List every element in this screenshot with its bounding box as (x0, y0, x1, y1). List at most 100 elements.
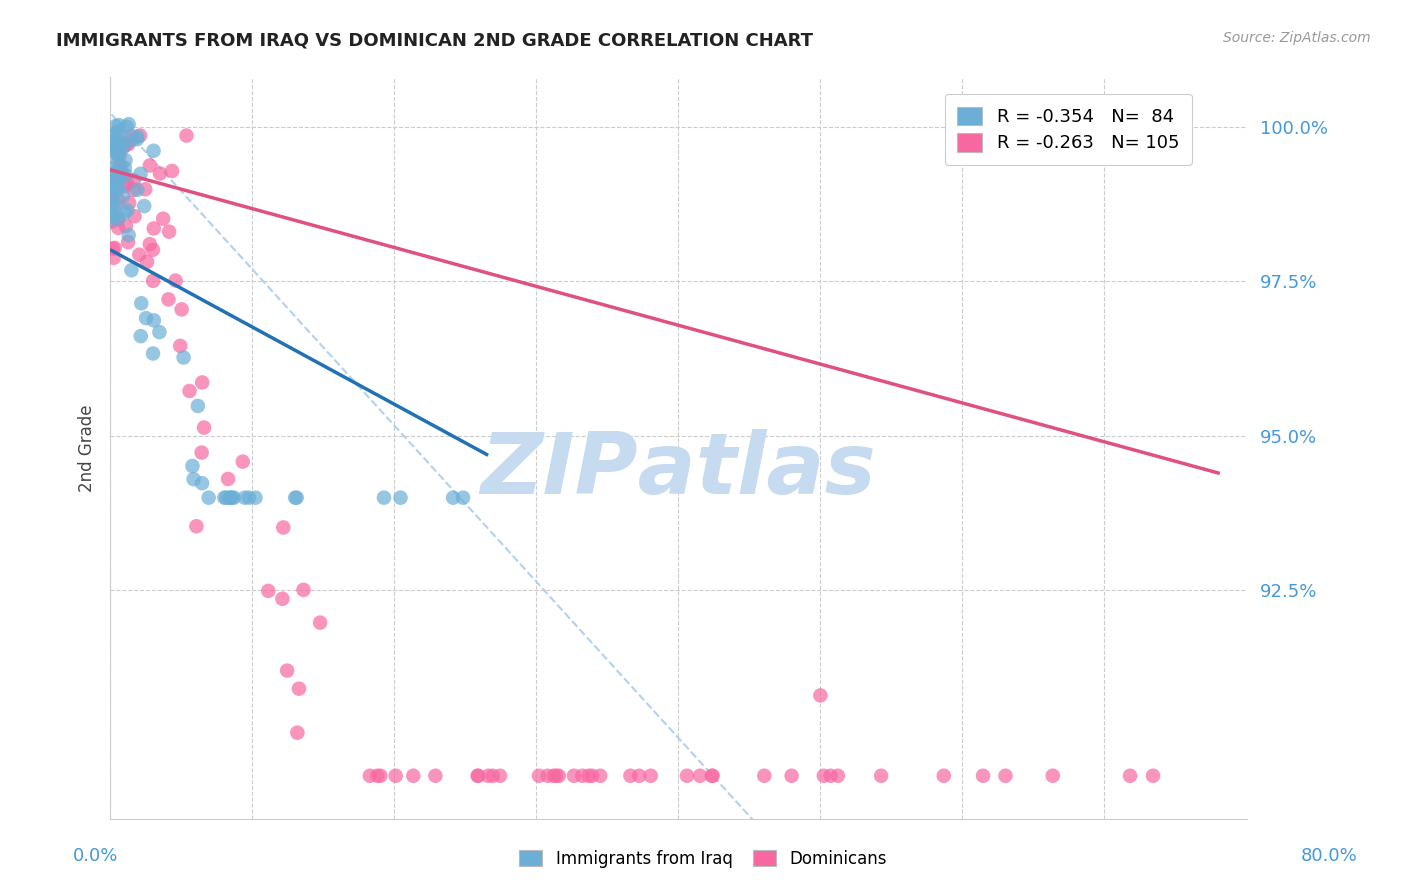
Point (134, 182, 156, 196)
Point (477, 769, 499, 783)
Point (366, 769, 388, 783)
Point (105, 147, 128, 161)
Point (107, 212, 129, 227)
Point (160, 164, 183, 178)
Point (389, 491, 412, 505)
Point (101, 196, 124, 211)
Point (165, 274, 187, 288)
Point (994, 769, 1017, 783)
Point (191, 476, 214, 491)
Point (134, 199, 156, 213)
Point (118, 117, 141, 131)
Point (129, 296, 152, 310)
Point (700, 769, 723, 783)
Point (117, 235, 139, 249)
Point (103, 171, 125, 186)
Point (932, 769, 955, 783)
Point (108, 126, 131, 140)
Point (546, 769, 568, 783)
Point (169, 339, 191, 353)
Point (122, 183, 145, 197)
Point (813, 769, 835, 783)
Point (187, 399, 209, 413)
Point (1142, 769, 1164, 783)
Point (780, 769, 803, 783)
Text: 80.0%: 80.0% (1301, 847, 1357, 865)
Point (972, 769, 994, 783)
Point (589, 769, 612, 783)
Point (111, 142, 134, 156)
Point (114, 178, 136, 193)
Point (215, 491, 238, 505)
Point (142, 346, 165, 360)
Point (527, 769, 550, 783)
Point (571, 769, 593, 783)
Point (170, 302, 193, 317)
Point (118, 228, 141, 243)
Point (105, 131, 128, 145)
Point (181, 458, 204, 473)
Point (292, 582, 315, 597)
Point (108, 180, 131, 194)
Point (136, 255, 159, 269)
Point (219, 491, 242, 505)
Point (108, 149, 131, 163)
Point (287, 725, 309, 739)
Point (107, 167, 129, 181)
Point (103, 209, 125, 223)
Point (149, 166, 172, 180)
Point (689, 769, 711, 783)
Point (451, 491, 474, 505)
Point (702, 769, 724, 783)
Point (1119, 769, 1142, 783)
Point (105, 134, 128, 148)
Point (115, 219, 138, 233)
Point (112, 189, 135, 203)
Point (139, 237, 162, 252)
Point (120, 133, 142, 147)
Point (238, 491, 260, 505)
Point (104, 136, 127, 150)
Point (104, 119, 127, 133)
Point (276, 664, 298, 678)
Point (214, 491, 236, 505)
Point (309, 615, 332, 630)
Point (110, 159, 132, 173)
Point (245, 491, 267, 505)
Point (193, 420, 215, 434)
Point (129, 167, 152, 181)
Point (157, 225, 180, 239)
Point (578, 769, 600, 783)
Point (467, 769, 489, 783)
Point (124, 209, 146, 223)
Legend: R = -0.354   N=  84, R = -0.263   N= 105: R = -0.354 N= 84, R = -0.263 N= 105 (945, 94, 1192, 165)
Point (117, 177, 139, 191)
Point (118, 196, 141, 211)
Point (105, 182, 128, 196)
Point (100, 191, 122, 205)
Point (808, 689, 831, 703)
Point (482, 769, 505, 783)
Point (359, 769, 381, 783)
Point (114, 161, 136, 175)
Point (107, 145, 129, 159)
Point (107, 145, 129, 159)
Point (547, 769, 569, 783)
Point (233, 491, 256, 505)
Point (1042, 769, 1064, 783)
Point (104, 145, 127, 160)
Point (100, 139, 122, 153)
Point (104, 241, 127, 255)
Point (104, 134, 127, 148)
Point (135, 311, 157, 326)
Point (754, 769, 776, 783)
Point (640, 769, 662, 783)
Y-axis label: 2nd Grade: 2nd Grade (79, 404, 96, 492)
Point (115, 120, 138, 134)
Point (115, 168, 138, 182)
Point (114, 153, 136, 168)
Text: Source: ZipAtlas.com: Source: ZipAtlas.com (1223, 31, 1371, 45)
Point (384, 769, 406, 783)
Point (125, 132, 148, 146)
Point (101, 242, 124, 256)
